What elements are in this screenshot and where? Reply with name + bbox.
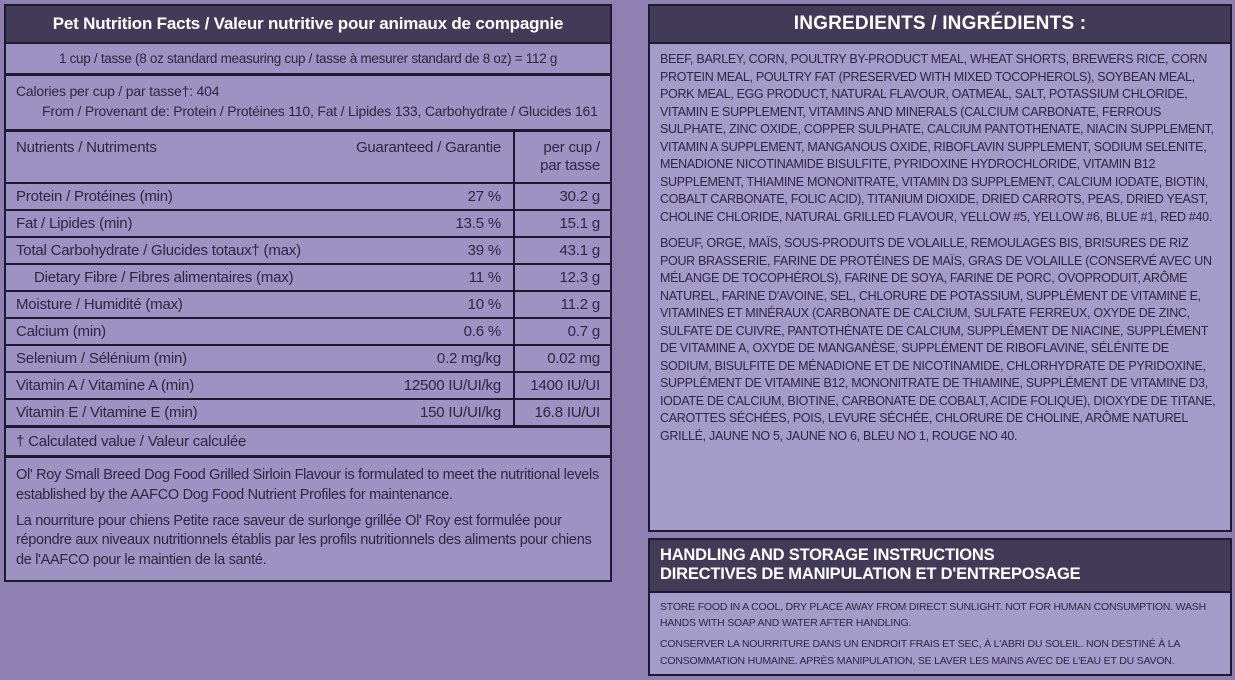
guaranteed-value: 11 % (468, 269, 501, 287)
per-cup-value: 1400 IU/UI (513, 373, 610, 399)
ingredients-title: INGREDIENTS / INGRÉDIENTS : (650, 6, 1230, 44)
guaranteed-value: 27 % (467, 188, 502, 206)
serving-size-row: 1 cup / tasse (8 oz standard measuring c… (6, 44, 610, 76)
handling-storage-title: HANDLING AND STORAGE INSTRUCTIONS DIRECT… (650, 540, 1230, 593)
handling-body-en: STORE FOOD IN A COOL, DRY PLACE AWAY FRO… (660, 600, 1206, 630)
nutrient-label: Selenium / Sélénium (min) (16, 350, 187, 368)
guaranteed-value: 0.2 mg/kg (436, 350, 501, 368)
nutrient-label: Moisture / Humidité (max) (16, 296, 183, 314)
aafco-statement-en: Ol' Roy Small Breed Dog Food Grilled Sir… (16, 467, 599, 503)
per-cup-value: 30.2 g (513, 184, 610, 210)
ingredients-list-en: BEEF, BARLEY, CORN, POULTRY BY-PRODUCT M… (660, 52, 1214, 224)
nutrient-label: Vitamin A / Vitamine A (min) (16, 377, 195, 395)
aafco-statements: Ol' Roy Small Breed Dog Food Grilled Sir… (6, 458, 610, 580)
per-cup-value: 16.8 IU/UI (513, 400, 610, 426)
handling-storage-body: STORE FOOD IN A COOL, DRY PLACE AWAY FRO… (650, 593, 1230, 674)
table-row-dietary-fibre: Dietary Fibre / Fibres alimentaires (max… (6, 263, 610, 291)
table-row-selenium: Selenium / Sélénium (min) 0.2 mg/kg 0.02… (6, 344, 610, 372)
table-row-calcium: Calcium (min) 0.6 % 0.7 g (6, 317, 610, 345)
nutrition-facts-panel: Pet Nutrition Facts / Valeur nutritive p… (4, 4, 612, 583)
ingredients-list-fr: BOEUF, ORGE, MAÏS, SOUS-PRODUITS DE VOLA… (660, 236, 1216, 443)
per-cup-value: 12.3 g (513, 265, 610, 291)
per-cup-value: 43.1 g (513, 238, 610, 264)
column-header-nutrients: Nutrients / Nutriments (16, 138, 157, 156)
nutrient-label: Fat / Lipides (min) (16, 215, 133, 233)
nutrient-label: Dietary Fibre / Fibres alimentaires (max… (34, 269, 294, 287)
guaranteed-value: 13.5 % (455, 215, 502, 233)
nutrients-table-header: Nutrients / Nutriments Guaranteed / Gara… (6, 131, 610, 185)
ingredients-panel: INGREDIENTS / INGRÉDIENTS : BEEF, BARLEY… (648, 4, 1232, 532)
guaranteed-value: 10 % (467, 296, 502, 314)
nutrient-label: Total Carbohydrate / Glucides totaux† (m… (16, 242, 301, 260)
per-cup-value: 11.2 g (513, 292, 610, 318)
table-row-carbohydrate: Total Carbohydrate / Glucides totaux† (m… (6, 236, 610, 264)
handling-body-fr: CONSERVER LA NOURRITURE DANS UN ENDROIT … (660, 638, 1180, 667)
guaranteed-value: 12500 IU/UI/kg (403, 377, 501, 395)
guaranteed-value: 0.6 % (463, 323, 502, 341)
nutrient-label: Protein / Protéines (min) (16, 188, 173, 206)
guaranteed-value: 39 % (467, 242, 502, 260)
aafco-statement-fr: La nourriture pour chiens Petite race sa… (16, 513, 592, 568)
ingredients-body: BEEF, BARLEY, CORN, POULTRY BY-PRODUCT M… (650, 44, 1230, 452)
handling-title-en: HANDLING AND STORAGE INSTRUCTIONS (660, 546, 995, 564)
table-row-moisture: Moisture / Humidité (max) 10 % 11.2 g (6, 290, 610, 318)
table-row-fat: Fat / Lipides (min) 13.5 % 15.1 g (6, 209, 610, 237)
handling-storage-panel: HANDLING AND STORAGE INSTRUCTIONS DIRECT… (648, 538, 1232, 676)
table-row-vitamin-e: Vitamin E / Vitamine E (min) 150 IU/UI/k… (6, 398, 610, 426)
per-cup-value: 0.7 g (513, 319, 610, 345)
calories-per-cup: Calories per cup / par tasse†: 404 (16, 83, 220, 99)
per-cup-value: 0.02 mg (513, 346, 610, 372)
nutrients-table-body: Protein / Protéines (min) 27 % 30.2 g Fa… (6, 184, 610, 429)
handling-title-fr: DIRECTIVES DE MANIPULATION ET D'ENTREPOS… (660, 565, 1081, 584)
nutrient-label: Vitamin E / Vitamine E (min) (16, 404, 198, 422)
column-header-guaranteed: Guaranteed / Garantie (355, 138, 501, 156)
column-header-per-cup: per cup / par tasse (513, 131, 610, 183)
table-row-protein: Protein / Protéines (min) 27 % 30.2 g (6, 184, 610, 210)
calories-from: From / Provenant de: Protein / Protéines… (42, 103, 598, 120)
nutrition-facts-title: Pet Nutrition Facts / Valeur nutritive p… (6, 6, 610, 44)
table-row-vitamin-a: Vitamin A / Vitamine A (min) 12500 IU/UI… (6, 371, 610, 399)
calories-block: Calories per cup / par tasse†: 404 From … (6, 76, 610, 132)
calculated-value-footnote: † Calculated value / Valeur calculée (6, 428, 610, 459)
guaranteed-value: 150 IU/UI/kg (420, 404, 501, 422)
nutrient-label: Calcium (min) (16, 323, 106, 341)
per-cup-value: 15.1 g (513, 211, 610, 237)
